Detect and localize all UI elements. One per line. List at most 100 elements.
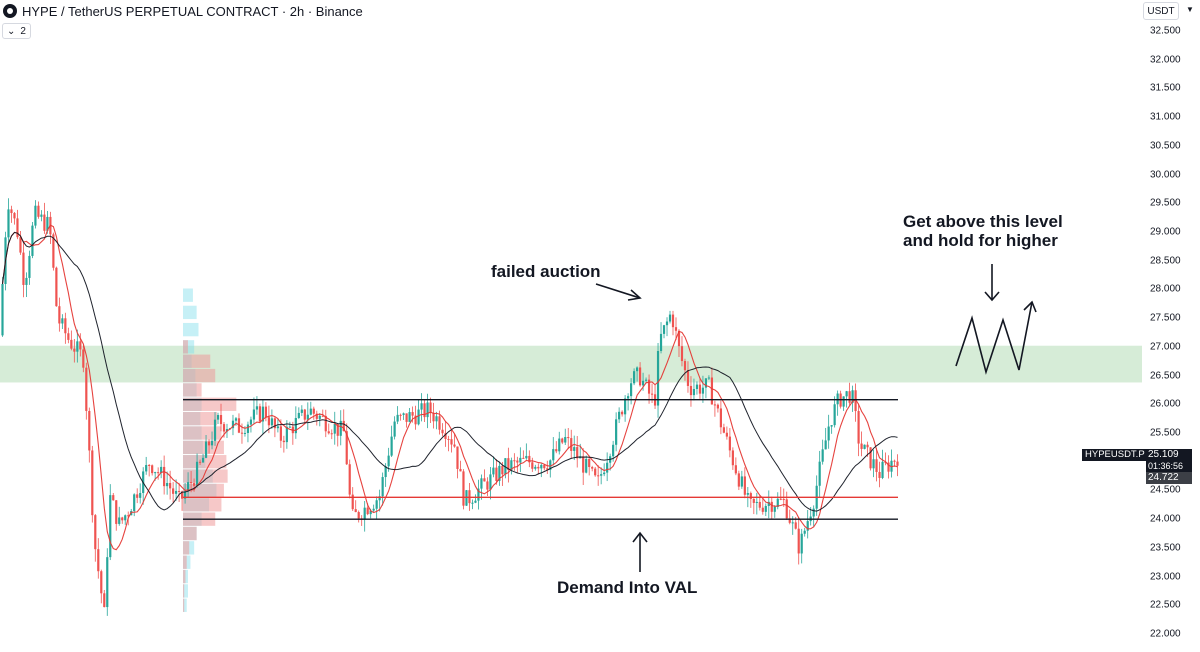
candle-body bbox=[674, 327, 678, 331]
candle-body bbox=[294, 418, 297, 434]
candle-body bbox=[597, 475, 600, 477]
candle-body bbox=[785, 499, 788, 519]
profile-bar-down bbox=[183, 368, 216, 383]
candle-body bbox=[638, 367, 642, 386]
candle-body bbox=[40, 214, 43, 217]
candle-body bbox=[507, 458, 510, 471]
candle-body bbox=[88, 410, 91, 451]
candle-body bbox=[647, 379, 651, 394]
candle-body bbox=[285, 426, 288, 443]
bar-countdown-tag: 01:36:56 bbox=[1146, 461, 1192, 472]
candle-body bbox=[752, 498, 755, 503]
candle-body bbox=[603, 472, 606, 475]
candle-body bbox=[261, 406, 265, 422]
volume-profile bbox=[183, 288, 237, 612]
candle-body bbox=[351, 494, 354, 510]
profile-bar-up bbox=[183, 340, 195, 354]
candle-body bbox=[342, 420, 345, 432]
candle-body bbox=[800, 533, 803, 554]
candle-body bbox=[61, 318, 64, 324]
candle-body bbox=[402, 413, 405, 415]
candle-body bbox=[803, 530, 806, 534]
candle-body bbox=[154, 472, 157, 474]
candle-body bbox=[309, 408, 312, 415]
failed-auction-arrow bbox=[595, 283, 641, 299]
candle-body bbox=[860, 443, 863, 449]
ma-value-tag: 24.722 bbox=[1146, 472, 1192, 484]
candle-body bbox=[103, 593, 106, 608]
candle-body bbox=[381, 477, 384, 497]
candle-body bbox=[495, 467, 498, 481]
candle-body bbox=[267, 417, 271, 426]
indicators-toggle[interactable]: ⌄ 2 bbox=[2, 23, 31, 39]
candle-body bbox=[650, 393, 654, 395]
candle-body bbox=[531, 462, 534, 469]
candle-body bbox=[863, 444, 866, 449]
candle-body bbox=[450, 439, 453, 445]
candle-body bbox=[270, 418, 273, 426]
profile-bar-down bbox=[183, 411, 218, 426]
candle-body bbox=[438, 416, 441, 430]
exchange-logo-icon bbox=[3, 4, 17, 18]
candle-body bbox=[788, 518, 791, 523]
candle-body bbox=[695, 384, 699, 389]
candle-body bbox=[390, 436, 393, 456]
candle-body bbox=[749, 493, 752, 499]
candle-body bbox=[133, 494, 136, 512]
candle-body bbox=[67, 333, 70, 340]
symbol-title[interactable]: HYPE / TetherUS PERPETUAL CONTRACT · 2h … bbox=[22, 3, 363, 19]
candle-body bbox=[641, 380, 645, 386]
candle-body bbox=[330, 433, 333, 435]
chart-header: HYPE / TetherUS PERPETUAL CONTRACT · 2h … bbox=[0, 0, 363, 22]
candle-body bbox=[662, 325, 666, 334]
candle-body bbox=[797, 528, 800, 554]
candle-body bbox=[588, 458, 591, 468]
candle-body bbox=[106, 557, 109, 608]
candle-body bbox=[615, 419, 618, 445]
hand-drawn-annotations bbox=[595, 264, 1037, 572]
candle-body bbox=[216, 415, 220, 420]
candle-body bbox=[432, 412, 435, 422]
candle-body bbox=[546, 468, 549, 470]
candle-body bbox=[761, 507, 764, 512]
down-arrowhead bbox=[984, 291, 1000, 302]
candle-body bbox=[186, 482, 190, 492]
candle-body bbox=[13, 213, 16, 219]
candle-body bbox=[582, 456, 585, 473]
candle-body bbox=[842, 396, 845, 407]
candle-body bbox=[483, 478, 486, 482]
candle-body bbox=[453, 444, 456, 447]
candle-body bbox=[543, 464, 546, 469]
candle-body bbox=[112, 495, 115, 501]
candle-body bbox=[306, 414, 309, 420]
candle-body bbox=[576, 447, 579, 459]
candle-body bbox=[896, 461, 899, 466]
candle-body bbox=[16, 218, 19, 238]
candle-body bbox=[893, 460, 896, 462]
candle-body bbox=[408, 412, 411, 422]
candle-body bbox=[97, 549, 100, 572]
candle-body bbox=[336, 423, 339, 436]
chevron-down-icon[interactable]: ▼ bbox=[1186, 5, 1194, 14]
currency-selector[interactable]: USDT bbox=[1143, 2, 1179, 20]
candle-body bbox=[767, 501, 770, 506]
candle-body bbox=[668, 314, 672, 322]
candle-body bbox=[644, 379, 648, 381]
candle-body bbox=[378, 496, 381, 501]
candle-body bbox=[234, 418, 238, 421]
candle-body bbox=[94, 515, 97, 550]
candle-body bbox=[537, 466, 540, 469]
candle-body bbox=[10, 209, 13, 214]
candle-body bbox=[115, 500, 118, 524]
candle-body bbox=[258, 406, 262, 422]
chevron-down-icon: ⌄ bbox=[7, 25, 16, 37]
candle-body bbox=[136, 494, 139, 498]
candle-body bbox=[273, 418, 276, 429]
candle-body bbox=[719, 408, 722, 428]
candle-body bbox=[420, 403, 423, 410]
candle-body bbox=[327, 431, 330, 434]
candle-body bbox=[513, 460, 516, 462]
candle-body bbox=[157, 472, 160, 474]
candle-body bbox=[627, 396, 630, 399]
